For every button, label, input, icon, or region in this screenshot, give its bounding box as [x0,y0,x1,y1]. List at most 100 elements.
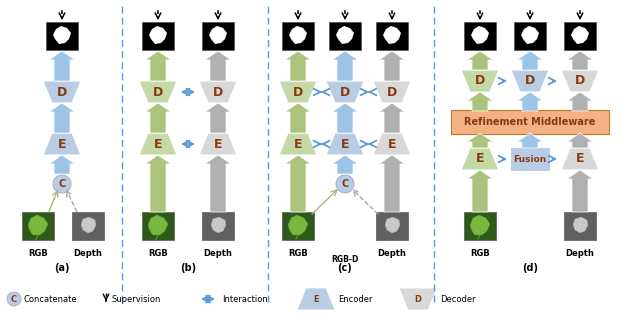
Polygon shape [149,26,167,44]
Polygon shape [567,170,593,212]
Circle shape [336,175,354,193]
Polygon shape [28,215,48,235]
Polygon shape [145,155,171,212]
Bar [376,22,408,50]
Text: E: E [576,153,584,165]
Polygon shape [379,155,405,212]
Polygon shape [205,51,231,81]
Polygon shape [461,70,499,92]
Polygon shape [517,133,543,148]
Polygon shape [385,217,400,233]
Polygon shape [209,26,227,44]
Text: E: E [313,295,319,304]
Polygon shape [49,103,75,133]
Polygon shape [567,51,593,70]
Bar [202,212,234,240]
Bar [564,22,596,50]
Text: E: E [58,138,67,150]
Polygon shape [561,148,599,170]
Text: C: C [341,179,349,189]
Text: E: E [388,138,396,150]
Bar [564,212,596,240]
Polygon shape [511,70,549,92]
Polygon shape [521,26,539,44]
Polygon shape [205,103,231,133]
Polygon shape [205,155,231,212]
Polygon shape [467,133,493,148]
Text: (c): (c) [338,263,353,273]
Polygon shape [43,81,81,103]
Polygon shape [517,51,543,70]
Polygon shape [285,103,311,133]
FancyBboxPatch shape [510,147,550,171]
Polygon shape [145,51,171,81]
Bar [46,22,78,50]
Polygon shape [571,26,589,44]
Polygon shape [211,217,226,233]
Circle shape [7,292,21,306]
Bar [464,212,496,240]
Text: D: D [293,85,303,99]
Bar [464,22,496,50]
Polygon shape [467,170,493,212]
Bar [72,212,104,240]
Polygon shape [467,51,493,70]
Text: D: D [57,85,67,99]
Text: D: D [575,74,585,88]
Polygon shape [470,215,490,235]
Text: E: E [214,138,222,150]
Polygon shape [336,26,354,44]
Text: D: D [153,85,163,99]
Polygon shape [81,217,96,233]
Text: Fusion: Fusion [513,154,547,164]
Polygon shape [567,92,593,111]
Polygon shape [288,215,308,235]
Text: Depth: Depth [378,248,406,257]
Text: (a): (a) [54,263,70,273]
Polygon shape [332,51,358,81]
Polygon shape [373,81,411,103]
Bar [514,22,546,50]
Text: E: E [340,138,349,150]
Polygon shape [461,148,499,170]
Bar [202,22,234,50]
Text: Interaction: Interaction [222,295,268,304]
Text: RGB: RGB [470,250,490,258]
Polygon shape [148,215,168,235]
Bar [282,212,314,240]
Polygon shape [573,217,588,233]
Polygon shape [379,103,405,133]
Polygon shape [139,81,177,103]
Bar [22,212,54,240]
Bar [282,22,314,50]
Polygon shape [53,26,71,44]
Text: D: D [213,85,223,99]
Polygon shape [285,155,311,212]
Text: D: D [475,74,485,88]
Polygon shape [279,133,317,155]
Text: Decoder: Decoder [440,295,476,304]
Polygon shape [49,51,75,81]
Bar [142,22,174,50]
Polygon shape [379,51,405,81]
Text: D: D [340,85,350,99]
Text: D: D [525,74,535,88]
Polygon shape [285,51,311,81]
FancyBboxPatch shape [451,110,609,134]
Polygon shape [399,288,437,310]
Text: C: C [58,179,66,189]
Polygon shape [199,133,237,155]
Polygon shape [145,103,171,133]
Polygon shape [467,92,493,111]
Polygon shape [383,26,401,44]
Text: E: E [476,153,484,165]
Polygon shape [199,81,237,103]
Polygon shape [561,70,599,92]
Bar [142,212,174,240]
Polygon shape [43,133,81,155]
Text: RGB-D: RGB-D [332,255,358,263]
Text: (d): (d) [522,263,538,273]
Polygon shape [332,103,358,133]
Polygon shape [49,155,75,174]
Polygon shape [326,81,364,103]
